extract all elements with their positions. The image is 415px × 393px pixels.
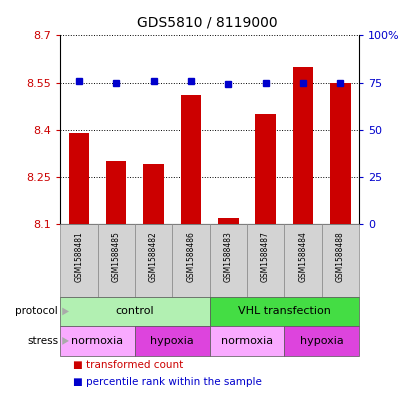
Bar — [210, 297, 359, 326]
Bar — [60, 326, 135, 356]
Text: GSM1588486: GSM1588486 — [186, 231, 195, 282]
Text: control: control — [115, 307, 154, 316]
Text: GSM1588483: GSM1588483 — [224, 231, 233, 282]
Text: ■ percentile rank within the sample: ■ percentile rank within the sample — [73, 377, 261, 387]
Bar — [60, 297, 210, 326]
Bar — [181, 95, 201, 224]
Text: GDS5810 / 8119000: GDS5810 / 8119000 — [137, 16, 278, 30]
Bar — [284, 326, 359, 356]
Bar — [218, 218, 239, 224]
Text: VHL transfection: VHL transfection — [238, 307, 331, 316]
Bar — [247, 224, 284, 297]
Text: hypoxia: hypoxia — [150, 336, 194, 346]
Text: hypoxia: hypoxia — [300, 336, 344, 346]
Bar — [143, 164, 164, 224]
Text: ■ transformed count: ■ transformed count — [73, 360, 183, 369]
Bar — [98, 224, 135, 297]
Text: normoxia: normoxia — [221, 336, 273, 346]
Bar — [135, 326, 210, 356]
Bar — [255, 114, 276, 224]
Bar — [60, 224, 98, 297]
Bar — [330, 83, 351, 224]
Bar — [172, 224, 210, 297]
Text: GSM1588485: GSM1588485 — [112, 231, 121, 282]
Text: stress: stress — [27, 336, 58, 346]
Bar — [322, 224, 359, 297]
Bar — [210, 224, 247, 297]
Text: GSM1588481: GSM1588481 — [74, 231, 83, 282]
Text: protocol: protocol — [15, 307, 58, 316]
Bar — [293, 67, 313, 224]
Text: GSM1588488: GSM1588488 — [336, 231, 345, 282]
Bar — [68, 133, 89, 224]
Text: normoxia: normoxia — [71, 336, 124, 346]
Bar — [284, 224, 322, 297]
Bar — [210, 326, 284, 356]
Text: GSM1588487: GSM1588487 — [261, 231, 270, 282]
Bar — [135, 224, 172, 297]
Bar — [106, 161, 127, 224]
Text: GSM1588484: GSM1588484 — [298, 231, 308, 282]
Text: GSM1588482: GSM1588482 — [149, 231, 158, 282]
